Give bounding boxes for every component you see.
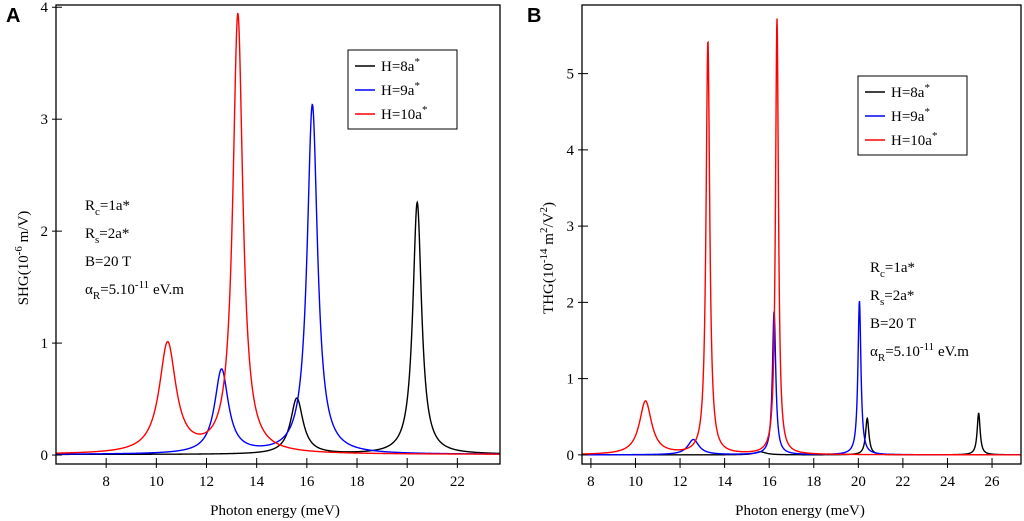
panel-a-y-tick-label: 0 [41, 448, 49, 464]
panel-b-annotation-rs: Rs=2a* [870, 288, 914, 308]
panel-b-annotation-rc: Rc=1a* [870, 260, 915, 280]
panel-a-x-tick-label: 20 [400, 474, 415, 490]
panel-b-y-tick-label: 5 [567, 67, 575, 83]
panel-a-annotation-rs: Rs=2a* [85, 226, 129, 246]
panel-a-y-axis-title: SHG(10-6 m/V) [13, 211, 32, 306]
panel-b-y-axis-title: THG(10-14 m2/V2) [538, 202, 557, 314]
panel-b-annotation-b: B=20 T [870, 316, 916, 332]
panel-b-x-tick-label: 18 [806, 474, 821, 490]
panel-a: A SHG(10-6 m/V) Photon energy (meV) 8 10 1… [6, 0, 501, 519]
panel-b-legend-label-h8: H=8a* [891, 82, 930, 101]
panel-a-y-tick-label: 3 [41, 112, 49, 128]
panel-b-legend: H=8a* H=9a* H=10a* [857, 75, 968, 156]
panel-b: B THG(10-14 m2/V2) Photon energy (meV) 8… [527, 4, 1022, 519]
panel-a-y-tick-label: 1 [41, 336, 49, 352]
panel-b-x-tick-label: 8 [587, 474, 595, 490]
panel-b-x-tick-label: 16 [762, 474, 778, 490]
panel-b-annotation-alpha: αR=5.10-11 eV.m [870, 341, 969, 364]
panel-a-y-tick-label: 4 [41, 0, 49, 16]
panel-a-x-axis-title: Photon energy (meV) [210, 503, 340, 519]
panel-a-x-tick-label: 12 [199, 474, 214, 490]
panel-a-x-tick-label: 16 [299, 474, 315, 490]
panel-b-y-tick-label: 1 [567, 372, 575, 388]
panel-a-x-tick-label: 10 [149, 474, 164, 490]
panel-a-legend-label-h8: H=8a* [381, 56, 420, 75]
panel-a-letter: A [6, 5, 20, 27]
panel-a-annotation-rc: Rc=1a* [85, 198, 130, 218]
panel-a-legend: H=8a* H=9a* H=10a* [347, 49, 458, 130]
panel-b-y-tick-label: 0 [567, 448, 575, 464]
panel-b-letter: B [527, 5, 541, 27]
panel-b-y-tick-label: 4 [567, 143, 575, 159]
panel-b-x-tick-label: 14 [717, 474, 733, 490]
panel-b-series-h-10a [581, 18, 1021, 456]
panel-a-annotations: Rc=1a* Rs=2a* B=20 T αR=5.10-11 eV.m [85, 198, 184, 302]
panel-a-x-tick-label: 14 [249, 474, 265, 490]
panel-a-y-tick-label: 2 [41, 224, 49, 240]
panel-b-x-tick-label: 22 [895, 474, 910, 490]
panel-b-x-tick-label: 12 [673, 474, 688, 490]
panel-b-series-h-8a [582, 412, 1021, 456]
panel-a-x-tick-label: 18 [350, 474, 365, 490]
panel-a-frame [55, 4, 501, 465]
panel-b-annotations: Rc=1a* Rs=2a* B=20 T αR=5.10-11 eV.m [870, 260, 969, 364]
panel-b-y-tick-label: 2 [567, 295, 575, 311]
panel-b-x-tick-label: 20 [851, 474, 866, 490]
panel-b-x-tick-label: 26 [985, 474, 1001, 490]
panel-b-y-tick-label: 3 [567, 219, 575, 235]
panel-a-legend-label-h10: H=10a* [381, 104, 427, 123]
panel-b-frame [581, 4, 1022, 465]
panel-b-x-axis-title: Photon energy (meV) [735, 503, 865, 519]
panel-a-series-h-8a [56, 200, 501, 456]
panel-a-annotation-alpha: αR=5.10-11 eV.m [85, 279, 184, 302]
panel-b-legend-label-h9: H=9a* [891, 106, 930, 125]
panel-b-x-tick-label: 10 [628, 474, 643, 490]
panel-a-x-tick-label: 8 [102, 474, 110, 490]
panel-a-legend-label-h9: H=9a* [381, 80, 420, 99]
panel-b-series-h-9a [582, 300, 1021, 456]
panel-a-series-h-10a [56, 12, 500, 455]
panel-b-legend-label-h10: H=10a* [891, 130, 937, 149]
panel-a-x-tick-label: 22 [450, 474, 465, 490]
panel-a-series-h-9a [55, 103, 500, 455]
panel-a-annotation-b: B=20 T [85, 254, 131, 270]
panel-b-x-tick-label: 24 [940, 474, 956, 490]
